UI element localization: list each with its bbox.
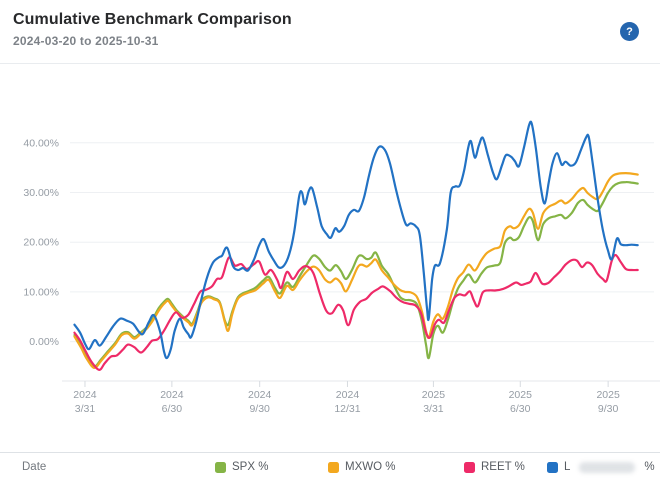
x-label-year-5: 2025 <box>509 389 533 401</box>
y-axis-label-20: 20.00% <box>23 237 59 249</box>
legend-item-portfolio[interactable]: L % <box>547 461 655 473</box>
x-label-year-3: 2024 <box>336 389 360 401</box>
legend-item-mxwo[interactable]: MXWO % <box>328 461 395 473</box>
cumulative-benchmark-chart[interactable]: 0.00% 10.00% 20.00% 30.00% 40.00% 2024 3/31 202… <box>0 63 660 452</box>
legend-label-portfolio-suffix: % <box>644 461 655 473</box>
x-label-year-1: 2024 <box>160 389 184 401</box>
y-axis-label-30: 30.00% <box>23 187 59 199</box>
portfolio-color-swatch <box>547 461 558 473</box>
page-title: Cumulative Benchmark Comparison <box>13 11 292 28</box>
x-label-date-6: 9/30 <box>598 403 619 415</box>
x-label-year-2: 2024 <box>248 389 272 401</box>
legend-label-mxwo: MXWO % <box>345 461 396 473</box>
x-label-year-6: 2025 <box>596 389 620 401</box>
portfolio-label-redacted <box>579 461 636 473</box>
x-label-date-3: 12/31 <box>334 403 360 415</box>
y-axis-label-0: 0.00% <box>29 336 59 348</box>
x-label-date-2: 9/30 <box>249 403 270 415</box>
spx-color-swatch <box>215 461 226 473</box>
date-column-header[interactable]: Date <box>22 461 47 473</box>
table-header-row: Date SPX % MXWO % REET % L % <box>0 452 660 482</box>
series-line-reet[interactable] <box>73 253 639 371</box>
chart-header: Cumulative Benchmark Comparison 2024-03-… <box>0 0 660 64</box>
question-mark-icon: ? <box>626 25 633 38</box>
help-button[interactable]: ? <box>620 22 639 41</box>
legend-label-portfolio-prefix: L <box>564 461 571 473</box>
y-axis-label-10: 10.00% <box>23 286 59 298</box>
legend-item-reet[interactable]: REET % <box>464 461 525 473</box>
x-label-date-1: 6/30 <box>162 403 183 415</box>
x-label-date-4: 3/31 <box>423 403 444 415</box>
series-line-portfolio[interactable] <box>73 120 639 360</box>
x-label-year-0: 2024 <box>73 389 97 401</box>
mxwo-color-swatch <box>328 461 339 473</box>
line-chart-svg[interactable]: 0.00% 10.00% 20.00% 30.00% 40.00% 2024 3/31 202… <box>0 63 660 452</box>
date-range-subtitle: 2024-03-20 to 2025-10-31 <box>13 34 159 48</box>
legend-label-reet: REET % <box>481 461 525 473</box>
x-label-year-4: 2025 <box>422 389 446 401</box>
y-axis-label-40: 40.00% <box>23 137 59 149</box>
x-label-date-5: 6/30 <box>510 403 531 415</box>
x-label-date-0: 3/31 <box>75 403 96 415</box>
legend-label-spx: SPX % <box>232 461 269 473</box>
reet-color-swatch <box>464 461 475 473</box>
legend-item-spx[interactable]: SPX % <box>215 461 268 473</box>
